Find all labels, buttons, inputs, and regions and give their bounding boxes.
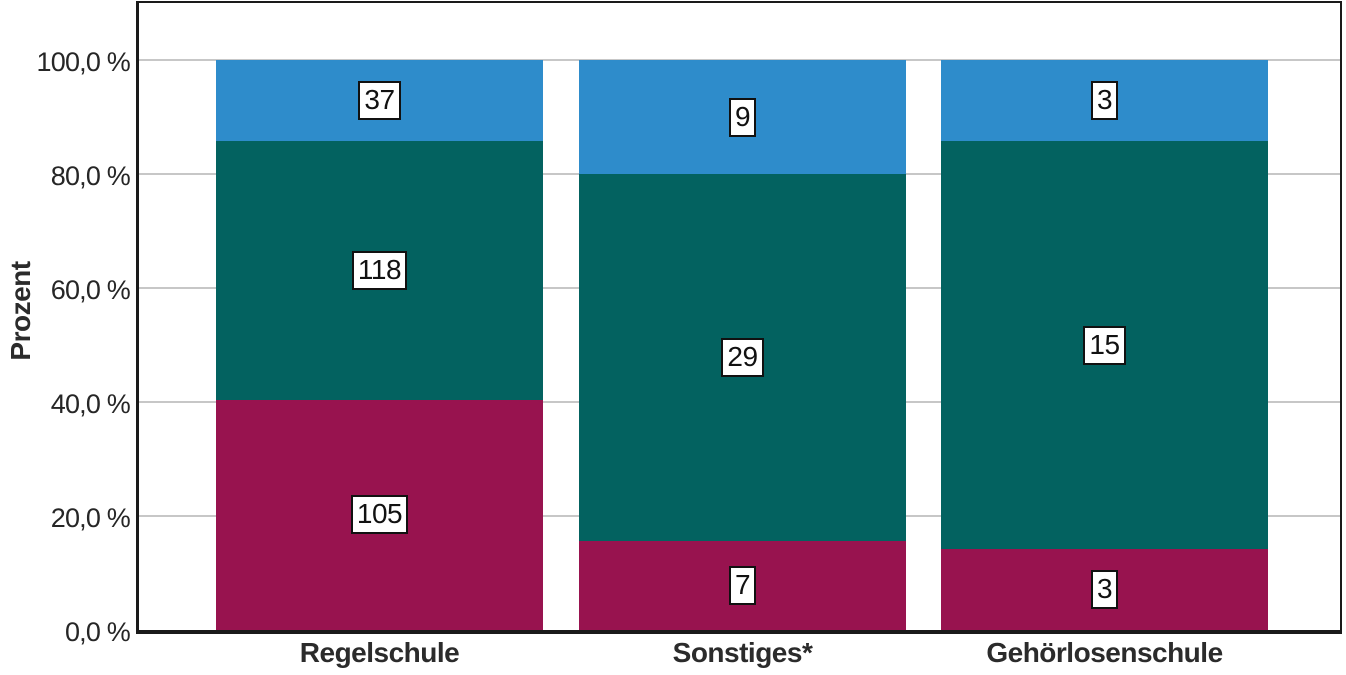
value-label-box: 3 (1090, 81, 1119, 121)
y-tick-label-0: 0,0 % (64, 617, 131, 647)
bar-1: 105 118 37 (216, 60, 543, 630)
bar-3-middle-segment: 15 (941, 141, 1268, 549)
x-category-label-1: Regelschule (299, 637, 460, 668)
bar-2-top-segment: 9 (579, 60, 906, 175)
y-tick-label-100: 100,0 % (36, 47, 131, 77)
bar-2-middle-segment: 29 (579, 174, 906, 542)
y-tick-label-20: 20,0 % (50, 503, 131, 533)
value-label-box: 29 (721, 338, 764, 378)
bar-1-bottom-segment: 105 (216, 399, 543, 630)
bar-3-bottom-segment: 3 (941, 548, 1268, 630)
y-tick-label-40: 40,0 % (50, 389, 131, 419)
bar-3: 3 15 3 (941, 60, 1268, 630)
bar-1-top-segment: 37 (216, 60, 543, 142)
value-label-box: 37 (358, 81, 401, 121)
gridline-100 (139, 59, 1340, 61)
y-tick-label-80: 80,0 % (50, 161, 131, 191)
bar-3-top-segment: 3 (941, 60, 1268, 142)
value-label-box: 3 (1090, 569, 1119, 609)
x-category-label-2: Sonstiges* (672, 637, 813, 668)
bar-1-middle-segment: 118 (216, 141, 543, 400)
bar-2: 7 29 9 (579, 60, 906, 630)
bar-2-bottom-segment: 7 (579, 541, 906, 630)
value-label-box: 9 (728, 97, 757, 137)
x-category-label-3: Gehörlosenschule (986, 637, 1223, 668)
value-label-box: 15 (1083, 325, 1126, 365)
value-label-box: 118 (351, 250, 408, 290)
value-label-box: 7 (728, 566, 757, 606)
y-tick-label-60: 60,0 % (50, 275, 131, 305)
plot-area: 105 118 37 7 29 9 3 15 3 (136, 1, 1342, 634)
value-label-box: 105 (350, 495, 409, 535)
